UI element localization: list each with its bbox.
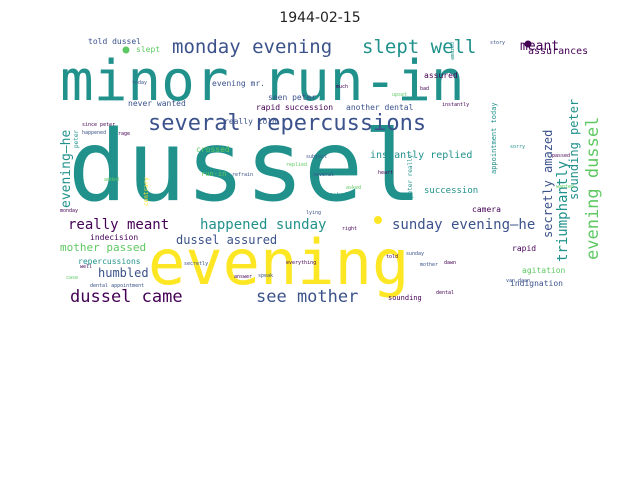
word-dussel: dussel	[68, 110, 422, 224]
word-wanted: wanted	[556, 184, 574, 190]
word-van-daan: van daan	[506, 278, 530, 284]
word-slept: slept	[136, 45, 160, 54]
word-assurances: assurances	[528, 46, 588, 57]
word-secretly: secretly	[184, 261, 208, 267]
word-monday: monday	[60, 208, 78, 214]
word-asked: asked	[346, 185, 361, 191]
word-answer: answer	[234, 274, 252, 280]
word-heart: heart	[378, 170, 393, 176]
word-everything: everything	[286, 260, 316, 266]
word-case: case	[66, 275, 78, 281]
word-dental: dental	[436, 290, 454, 296]
word-rapid: rapid	[512, 244, 536, 253]
cloud-dot-2	[524, 40, 532, 48]
word-much: much	[336, 84, 348, 90]
word-today: today	[132, 80, 147, 86]
word-crossed: crossed	[196, 145, 230, 154]
word-evening-mr: evening mr.	[212, 79, 265, 88]
word-triumphantly: triumphantly	[555, 161, 571, 262]
word-indecision: indecision	[90, 233, 138, 242]
word-appointment-today: appointment today	[490, 102, 498, 174]
word-rage: rage	[118, 131, 130, 137]
word-refrain: refrain	[232, 172, 253, 178]
word-sorry: sorry	[510, 144, 525, 150]
word-rapid-succession: rapid succession	[256, 103, 333, 112]
word-told-dussel: told dussel	[88, 37, 141, 46]
word-told: told	[386, 254, 398, 260]
word-never-wanted: never wanted	[128, 99, 186, 108]
word-mother-passed: mother passed	[60, 241, 146, 254]
word-several: several	[313, 172, 334, 178]
word-lying: lying	[306, 210, 321, 216]
word-happened-sunday: happened sunday	[200, 217, 326, 233]
cloud-dot-3	[374, 216, 382, 224]
cloud-dot-1	[122, 46, 130, 54]
word-bad: bad	[420, 86, 429, 92]
word-well: well	[80, 264, 92, 270]
word-seen-peter: seen peter	[268, 93, 316, 102]
word-story: story	[490, 40, 505, 46]
word-right: right	[342, 226, 357, 232]
word-assured: assured	[424, 71, 458, 80]
word-since-peter: since peter	[82, 122, 115, 128]
word-monday-evening: monday evening	[172, 36, 332, 58]
word-run-in: run-in	[201, 170, 226, 178]
word-really-meant: really meant	[68, 217, 169, 233]
word-peter-really: peter really	[407, 154, 414, 198]
word-evening-he: evening—he	[59, 130, 74, 208]
word-subject: subject	[306, 154, 327, 160]
word-minor-run-in: minor run-in	[60, 49, 465, 114]
word-succession: succession	[424, 186, 478, 196]
word-evening: evening	[148, 226, 409, 299]
word-added: added	[104, 177, 119, 183]
word-slept-well: slept well	[362, 36, 476, 58]
word-instantly-replied: instantly replied	[370, 150, 472, 161]
word-secretly-amazed: secretly amazed	[541, 130, 555, 238]
word-dental-appointment: dental appointment	[90, 283, 144, 289]
word-dussel-assured: dussel assured	[176, 233, 277, 247]
word-agitation: agitation	[522, 266, 566, 275]
word-happened: happened	[82, 130, 106, 136]
word-several-repercussions: several repercussions	[148, 111, 426, 136]
chart-title: 1944-02-15	[279, 10, 361, 26]
word-dussel-came: dussel came	[70, 287, 183, 307]
word-passed: passed	[552, 153, 570, 159]
word-humbled: humbled	[98, 266, 149, 280]
word-camera: camera	[472, 205, 501, 214]
word-evening-dussel: evening dussel	[583, 117, 603, 260]
word-sounding: sounding	[388, 294, 422, 302]
word-sunday: sunday	[406, 251, 424, 257]
word-really-told: really told	[224, 117, 277, 126]
word-see-mother: see mother	[256, 287, 358, 307]
word-amazed: amazed	[450, 42, 456, 60]
word-another-dental: another dental	[346, 103, 414, 112]
word-indignation: indignation	[510, 279, 563, 288]
word-upset: upset	[392, 92, 407, 98]
word-peter: peter	[73, 130, 80, 148]
word-instantly: instantly	[442, 102, 469, 108]
word-speak: speak	[258, 273, 273, 279]
word-sounding-peter: sounding peter	[567, 99, 581, 200]
word-repercussions: repercussions	[78, 257, 141, 266]
word-contrary: contrary	[143, 177, 150, 206]
word-mother: mother	[420, 262, 438, 268]
word-actually: actually	[330, 192, 354, 198]
word-sunday-evening-he: sunday evening—he	[392, 217, 535, 233]
word-replied: replied	[286, 162, 307, 168]
word-dawn: dawn	[444, 260, 456, 266]
